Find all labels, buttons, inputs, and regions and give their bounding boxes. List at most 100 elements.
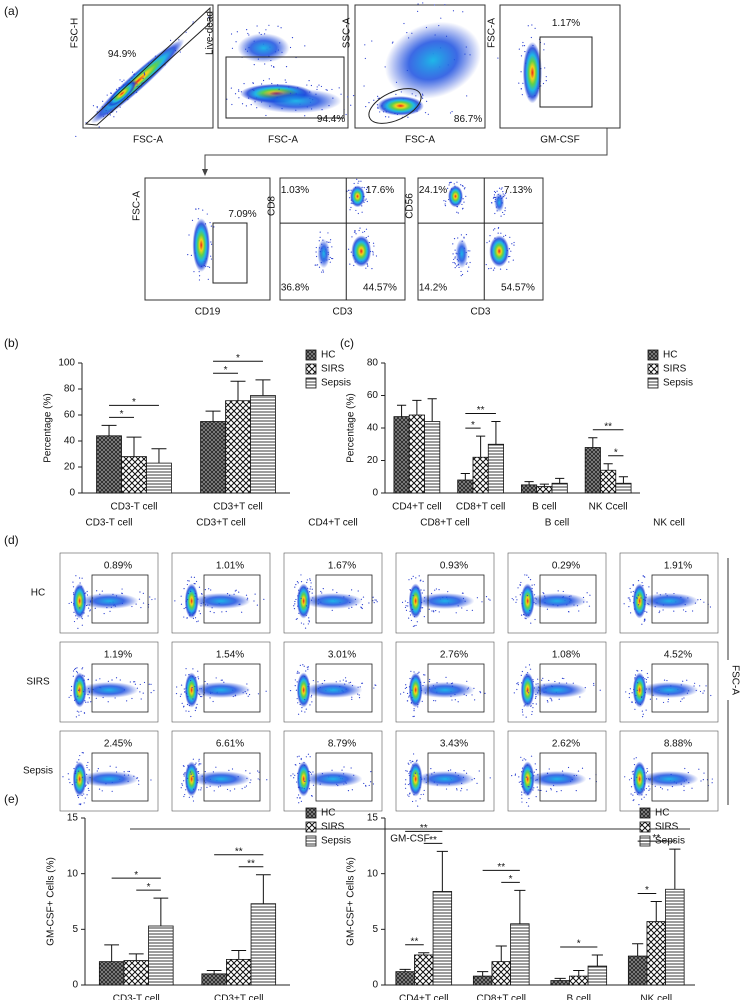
event-dot [461,273,464,276]
event-dot [300,757,302,760]
gate [539,663,597,713]
event-dot [520,88,522,90]
panel-label: (c) [340,336,354,350]
event-dot [86,764,88,767]
event-dot [451,110,453,113]
event-dot [410,619,413,622]
event-dot [175,692,178,695]
event-dot [405,609,408,612]
event-dot [684,767,686,770]
event-dot [298,592,300,594]
event-dot [630,777,633,779]
event-dot [195,580,198,583]
event-dot [408,617,410,619]
event-dot [461,592,464,594]
bar [646,921,666,986]
event-dot [302,664,304,666]
error-bar [588,437,598,448]
event-dot [479,692,482,694]
event-dot [540,789,542,792]
significance-label: ** [247,858,255,869]
event-dot [246,683,248,685]
y-tick-label: 15 [367,813,379,824]
event-dot [408,695,410,697]
event-dot [305,708,307,710]
event-dot [84,797,86,799]
event-dot [113,116,115,118]
event-dot [365,188,368,191]
event-dot [256,107,258,109]
event-dot [150,779,152,781]
event-dot [519,594,521,596]
event-dot [534,763,536,765]
event-dot [468,256,470,258]
event-dot [374,599,376,601]
y-tick-label: 80 [367,358,379,369]
event-dot [417,805,419,807]
event-dot [96,770,98,772]
event-dot [305,605,308,607]
event-dot [220,679,222,681]
event-dot [640,597,642,599]
density-blob [79,682,139,698]
bar [395,971,415,986]
event-dot [351,236,353,238]
event-dot [87,615,89,617]
event-dot [263,598,265,600]
event-dot [234,788,236,790]
event-dot [249,772,251,774]
event-dot [364,44,366,46]
event-dot [215,677,217,679]
y-tick-label: 0 [69,488,75,499]
bar [457,479,474,494]
event-dot [134,683,136,685]
event-dot [236,31,238,33]
event-dot [78,711,80,713]
event-dot [373,245,375,247]
event-dot [407,794,409,796]
event-dot [392,41,394,43]
event-dot [111,679,113,681]
event-dot [304,45,306,47]
event-dot [409,760,411,762]
event-dot [633,758,635,760]
gate-percent: 2.62% [552,739,580,750]
event-dot [310,586,312,588]
event-dot [308,770,310,773]
gate [427,663,485,713]
event-dot [520,55,523,57]
event-dot [422,94,424,96]
event-dot [198,610,200,612]
event-dot [548,768,550,770]
gate-percent: 24.1% [419,185,447,196]
bar [123,960,149,986]
event-dot [461,208,464,210]
event-dot [345,680,347,682]
event-dot [143,73,145,75]
density-blob [632,583,647,619]
event-dot [419,798,421,800]
event-dot [88,789,90,792]
event-dot [504,194,506,196]
event-dot [180,684,183,686]
bar [393,416,410,494]
gate [91,663,149,713]
gate-percent: 1.17% [552,18,580,29]
event-dot [307,753,310,755]
y-tick-label: 60 [64,410,76,421]
legend-label: Sepsis [321,378,351,389]
event-dot [632,770,634,772]
column-title: CD3-T cell [85,518,132,529]
gate [651,752,709,802]
event-dot [432,610,435,612]
legend-swatch [305,377,317,389]
event-dot [371,40,373,42]
event-dot [190,576,193,578]
event-dot [77,796,80,799]
event-dot [535,795,537,798]
error-bar [205,410,221,422]
event-dot [466,609,468,612]
event-dot [521,709,524,711]
event-dot [72,581,74,583]
event-dot [253,89,255,91]
